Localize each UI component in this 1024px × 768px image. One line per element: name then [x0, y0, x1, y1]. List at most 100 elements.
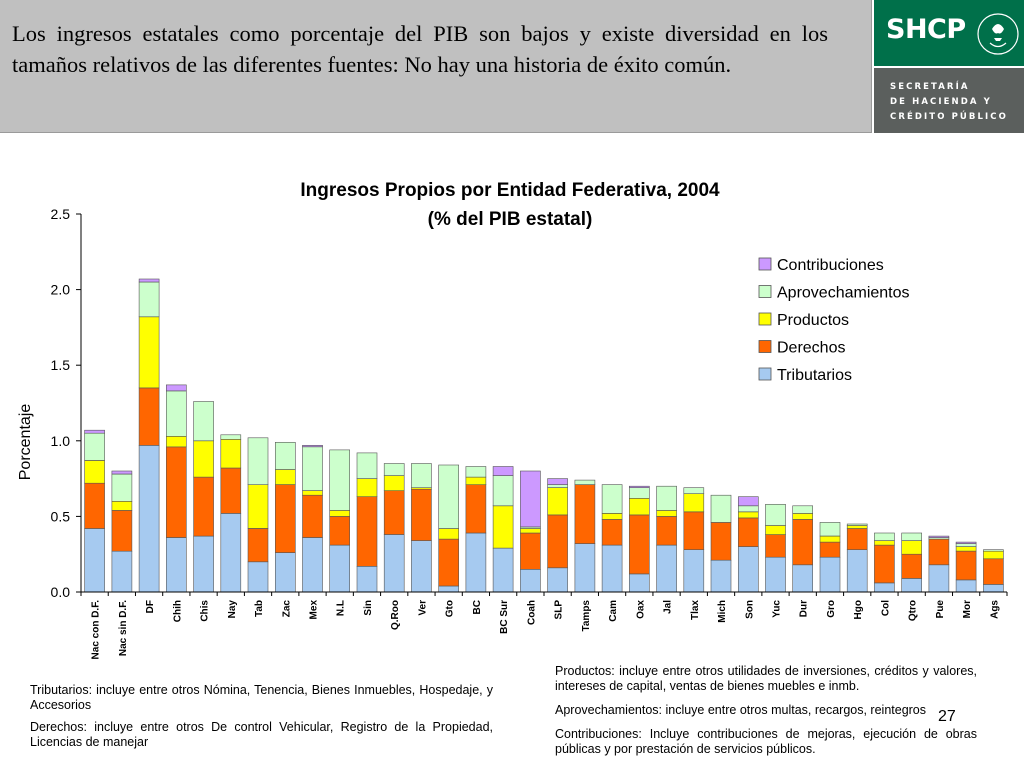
bar-segment-tributarios-7 [274, 552, 296, 593]
x-tick-label: Nac con D.F. [91, 600, 102, 660]
bar-segment-aprovechamientos-30 [901, 532, 923, 541]
x-tick-label: Dur [799, 600, 810, 617]
x-tick-labels: Nac con D.F. Nac sin D.F. DF Chih Chis Nay Tab… [91, 600, 1001, 660]
bar-segment-aprovechamientos-3 [166, 390, 187, 437]
note-aprovechamientos: Aprovechamientos: incluye entre otros mu… [555, 703, 927, 717]
bar-segment-aprovechamientos-28 [846, 523, 868, 526]
bar-segment-aprovechamientos-23 [710, 494, 732, 523]
bar-segment-derechos-13 [438, 538, 460, 587]
bar-segment-aprovechamientos-10 [356, 452, 378, 479]
note-derechos: Derechos: incluye entre otros De control… [30, 720, 493, 749]
bar-segment-tributarios-5 [220, 513, 242, 593]
bar-segment-productos-26 [792, 513, 814, 520]
bar-segment-derechos-25 [765, 534, 786, 558]
x-tick-label: Gro [826, 600, 837, 618]
x-tick-label: Ags [989, 600, 1000, 619]
bar-segment-aprovechamientos-22 [683, 487, 705, 495]
bar-segment-productos-32 [955, 546, 977, 552]
legend-label-productos: Productos [777, 312, 849, 329]
x-tick-label: Cam [608, 600, 619, 622]
bar-segment-tributarios-30 [901, 578, 923, 593]
bar-segment-derechos-7 [274, 484, 296, 553]
bar-segment-tributarios-2 [138, 444, 160, 593]
bar-segment-tributarios-32 [955, 579, 977, 593]
legend-swatch-derechos [758, 340, 772, 353]
bar-segment-derechos-14 [465, 484, 487, 534]
bar-segment-derechos-26 [792, 519, 814, 566]
note-productos: Productos: incluye entre otros utilidade… [555, 664, 977, 693]
bar-segment-tributarios-13 [438, 585, 460, 593]
bar-segment-tributarios-8 [302, 537, 323, 593]
bar-segment-aprovechamientos-6 [247, 437, 269, 485]
mexican-eagle-emblem-icon [977, 13, 1019, 55]
bar-segment-productos-29 [874, 540, 895, 546]
logo-line-3: CRÉDITO PÚBLICO [890, 112, 1008, 122]
bar-segment-tributarios-26 [792, 564, 814, 593]
bar-segment-derechos-12 [411, 488, 432, 541]
y-tick-label: 0.0 [51, 584, 71, 600]
x-tick-label: Chih [172, 600, 183, 622]
bar-segment-aprovechamientos-11 [383, 463, 405, 476]
page-number: 27 [938, 708, 956, 725]
legend-label-derechos: Derechos [777, 340, 845, 357]
bar-segment-aprovechamientos-21 [656, 485, 677, 511]
bar-segment-tributarios-29 [874, 582, 895, 593]
bar-segment-contribuciones-32 [955, 541, 977, 544]
slide-headline: Los ingresos estatales como porcentaje d… [12, 21, 828, 77]
bar-segment-tributarios-24 [737, 546, 759, 593]
bar-segment-productos-1 [111, 500, 133, 511]
x-tick-label: Oax [635, 600, 646, 619]
bar-segment-productos-17 [547, 487, 568, 516]
bar-segment-aprovechamientos-32 [955, 543, 977, 547]
bar-segment-productos-3 [166, 435, 187, 448]
bar-segment-tributarios-14 [465, 532, 487, 593]
legend-swatch-productos [758, 312, 772, 326]
bar-segment-aprovechamientos-15 [492, 475, 514, 507]
bar-segment-tributarios-28 [846, 549, 868, 593]
logo-line-2: DE HACIENDA Y [890, 97, 992, 107]
x-tick-label: Nay [227, 600, 238, 619]
slide-header: Los ingresos estatales como porcentaje d… [0, 0, 872, 133]
bar-segment-productos-13 [438, 528, 460, 540]
y-tick-labels: 0.0 0.5 1.0 1.5 2.0 2.5 [51, 206, 71, 600]
bar-layer [84, 278, 1004, 593]
bar-segment-tributarios-20 [628, 573, 650, 593]
bar-segment-tributarios-11 [383, 534, 405, 593]
bar-segment-derechos-4 [193, 476, 214, 537]
bar-segment-contribuciones-1 [111, 470, 133, 475]
x-tick-label: Ver [417, 600, 428, 616]
bar-segment-derechos-21 [656, 516, 677, 546]
y-tick-label: 1.0 [51, 433, 71, 449]
bar-segment-derechos-23 [710, 522, 732, 561]
bar-segment-tributarios-16 [520, 568, 541, 593]
bar-segment-derechos-18 [574, 484, 596, 544]
bar-segment-derechos-9 [329, 516, 351, 546]
x-tick-label: BC [472, 600, 483, 614]
bar-segment-tributarios-3 [166, 537, 187, 593]
bar-segment-aprovechamientos-20 [628, 487, 650, 499]
bar-segment-aprovechamientos-33 [983, 549, 1004, 552]
bar-segment-contribuciones-20 [628, 485, 650, 489]
x-tick-label: Son [744, 600, 755, 619]
logo-separator [874, 66, 1024, 68]
bar-segment-tributarios-12 [411, 540, 432, 593]
bar-segment-tributarios-25 [765, 556, 786, 593]
bar-segment-tributarios-10 [356, 565, 378, 593]
y-tick-label: 0.5 [51, 508, 71, 524]
bar-segment-productos-33 [983, 550, 1004, 560]
x-tick-label: Q.Roo [390, 600, 401, 630]
y-tick-label: 2.5 [51, 206, 71, 222]
bar-segment-productos-19 [601, 513, 623, 520]
logo-acronym: SHCP [886, 14, 966, 45]
x-tick-label: Mich [717, 600, 728, 623]
x-tick-label: Pue [935, 600, 946, 619]
x-tick-label: Tamps [581, 600, 592, 632]
bar-segment-tributarios-4 [193, 535, 214, 593]
bar-segment-contribuciones-16 [520, 470, 541, 528]
bar-segment-aprovechamientos-29 [874, 532, 895, 541]
bar-segment-contribuciones-17 [547, 478, 568, 485]
revenue-chart: Ingresos Propios por Entidad Federativa,… [17, 180, 1008, 660]
bar-segment-productos-20 [628, 497, 650, 516]
chart-subtitle: (% del PIB estatal) [428, 209, 593, 230]
y-tick-label: 2.0 [51, 282, 71, 298]
